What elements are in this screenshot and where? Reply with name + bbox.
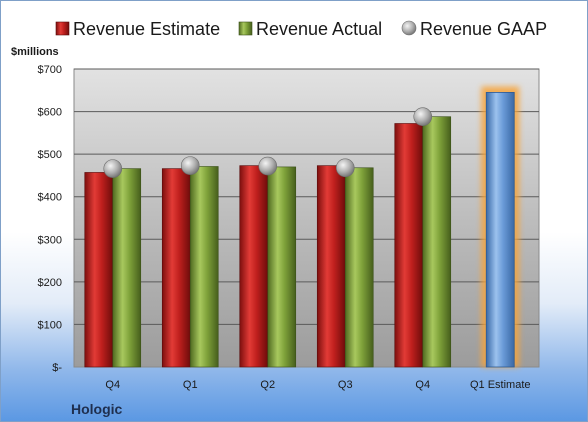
legend: Revenue Estimate Revenue Actual Revenue GA…: [55, 19, 547, 39]
legend-label: Revenue GAAP: [420, 19, 547, 39]
y-tick-label: $100: [38, 319, 62, 331]
bar-revenue-actual: [422, 116, 452, 368]
bar-revenue-estimate: [485, 92, 515, 368]
x-tick-label: Q1: [183, 379, 198, 391]
marker-revenue-gaap: [258, 156, 278, 176]
bar-revenue-actual: [267, 166, 297, 368]
legend-item-revenue-estimate: Revenue Estimate: [55, 19, 220, 39]
y-tick-label: $600: [38, 107, 62, 119]
x-tick-label: Q4: [415, 379, 430, 391]
marker-revenue-gaap: [103, 159, 123, 178]
y-axis-unit-label: $millions: [11, 46, 59, 58]
x-tick-label: Q4: [105, 379, 120, 391]
bar-revenue-estimate: [239, 165, 269, 368]
legend-marker: [238, 21, 253, 36]
plot-background: [73, 68, 540, 368]
company-name: Hologic: [71, 401, 123, 417]
legend-marker: [401, 20, 417, 36]
legend-marker: [55, 21, 70, 36]
legend-label: Revenue Actual: [256, 19, 382, 39]
y-tick-label: $400: [38, 192, 62, 204]
x-tick-label: Q1 Estimate: [470, 379, 531, 391]
plot-area: $- $100 $200 $300 $400 $500 $600 $700 Q4 Q1 Q2 Q3 Q4…: [38, 64, 540, 391]
legend-label: Revenue Estimate: [73, 19, 220, 39]
bar-revenue-estimate: [84, 172, 114, 368]
x-tick-label: Q2: [260, 379, 275, 391]
y-tick-label: $700: [38, 64, 62, 76]
bar-revenue-estimate: [161, 168, 191, 368]
marker-revenue-gaap: [335, 158, 355, 178]
bar-revenue-actual: [112, 168, 142, 368]
bar-revenue-estimate: [394, 123, 424, 368]
bar-revenue-actual: [344, 167, 374, 368]
bar-revenue-estimate: [316, 165, 346, 368]
y-tick-label: $-: [52, 362, 62, 374]
legend-item-revenue-actual: Revenue Actual: [238, 19, 382, 39]
x-tick-label: Q3: [338, 379, 353, 391]
legend-item-revenue-gaap: Revenue GAAP: [401, 19, 547, 39]
marker-revenue-gaap: [180, 156, 200, 175]
y-tick-label: $500: [38, 149, 62, 161]
marker-revenue-gaap: [413, 107, 433, 126]
bar-revenue-actual: [189, 166, 219, 368]
y-tick-label: $200: [38, 277, 62, 289]
y-tick-label: $300: [38, 234, 62, 246]
